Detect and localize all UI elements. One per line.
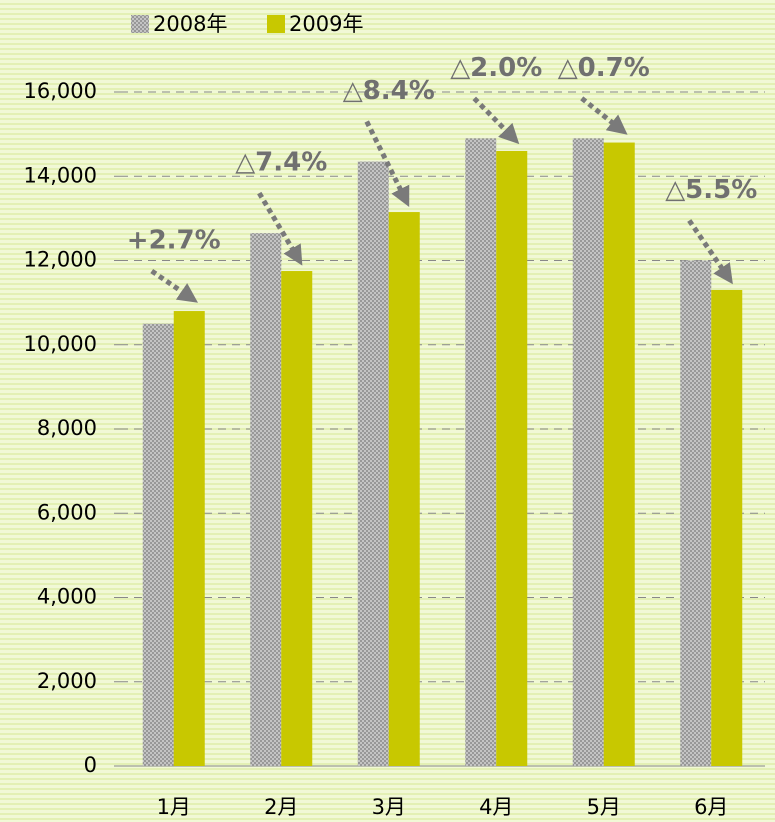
x-tick-label: 6月 — [694, 795, 728, 819]
annotation-arrow — [580, 96, 628, 135]
annotation-arrow — [150, 268, 199, 303]
y-tick-label: 10,000 — [24, 332, 97, 356]
annotation-arrow — [257, 191, 303, 266]
bar — [357, 161, 389, 767]
legend-label: 2008年 — [153, 12, 227, 36]
annotation: △0.7% — [558, 53, 650, 83]
bar — [572, 138, 604, 766]
bar — [496, 150, 528, 767]
annotation-arrow — [687, 219, 733, 285]
y-tick-label: 0 — [84, 753, 97, 777]
y-tick-label: 8,000 — [37, 416, 97, 440]
annotation: △2.0% — [450, 53, 542, 83]
x-tick-label: 1月 — [157, 795, 191, 819]
y-tick-label: 4,000 — [37, 585, 97, 609]
legend-swatch — [267, 15, 285, 33]
annotation-arrow — [472, 96, 520, 145]
legend-swatch — [131, 15, 149, 33]
y-tick-label: 12,000 — [24, 248, 97, 272]
bar — [465, 138, 497, 766]
annotation: △5.5% — [665, 175, 757, 205]
bar — [142, 323, 174, 766]
y-tick-label: 16,000 — [24, 79, 97, 103]
bar — [250, 233, 282, 766]
legend-label: 2009年 — [289, 12, 363, 36]
bar — [711, 289, 743, 766]
y-tick-label: 2,000 — [37, 669, 97, 693]
annotation: +2.7% — [127, 226, 221, 256]
x-tick-label: 5月 — [587, 795, 621, 819]
x-tick-label: 2月 — [264, 795, 298, 819]
y-tick-label: 14,000 — [24, 163, 97, 187]
x-tick-label: 3月 — [372, 795, 406, 819]
x-tick-label: 4月 — [479, 795, 513, 819]
bar — [603, 142, 635, 767]
y-tick-label: 6,000 — [37, 500, 97, 524]
bar — [388, 212, 420, 766]
annotation: △7.4% — [235, 148, 327, 178]
annotation: △8.4% — [343, 76, 435, 106]
bar — [173, 311, 205, 766]
bar — [281, 271, 313, 766]
bar — [680, 260, 712, 766]
